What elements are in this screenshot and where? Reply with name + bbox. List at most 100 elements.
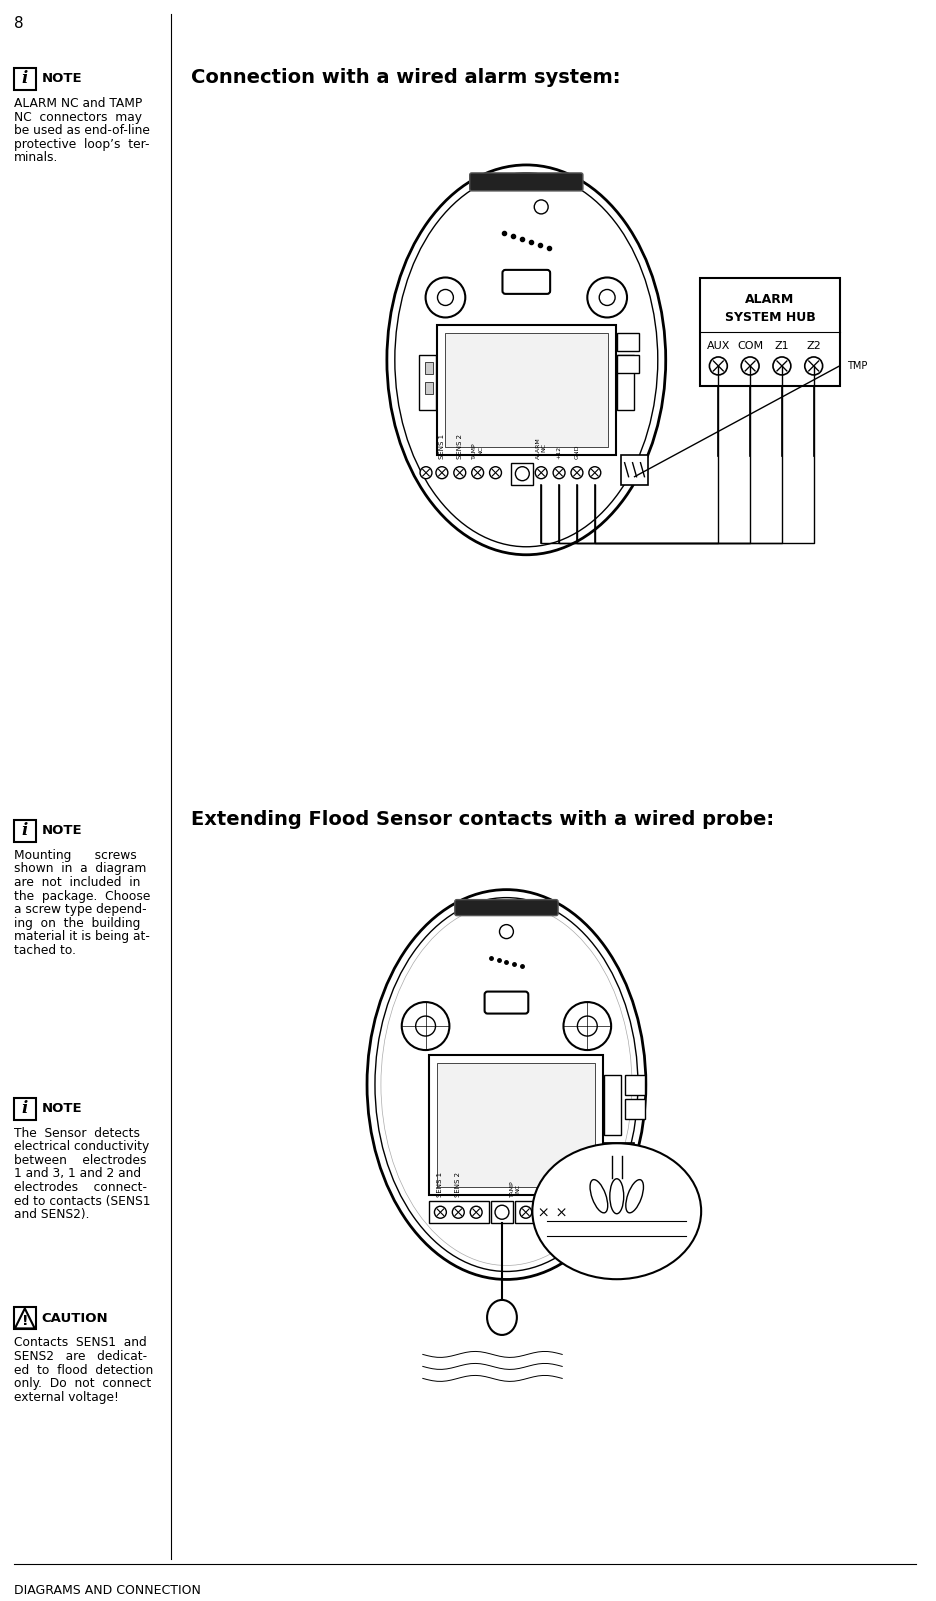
Text: NOTE: NOTE [42, 72, 82, 85]
FancyBboxPatch shape [455, 900, 558, 916]
Text: TMP: TMP [847, 360, 868, 371]
Ellipse shape [610, 1178, 623, 1214]
Text: ALARM: ALARM [745, 293, 795, 306]
Circle shape [534, 200, 548, 215]
Ellipse shape [367, 890, 646, 1279]
Ellipse shape [375, 898, 638, 1271]
Circle shape [420, 467, 432, 479]
Circle shape [436, 467, 447, 479]
Ellipse shape [387, 165, 665, 556]
Circle shape [709, 357, 727, 375]
Circle shape [535, 467, 548, 479]
Text: shown  in  a  diagram: shown in a diagram [14, 863, 146, 876]
Circle shape [490, 467, 502, 479]
Circle shape [805, 357, 823, 375]
FancyBboxPatch shape [617, 355, 634, 410]
Text: Contacts  SENS1  and: Contacts SENS1 and [14, 1337, 147, 1350]
Text: tached to.: tached to. [14, 945, 76, 957]
Text: Mounting      screws: Mounting screws [14, 849, 137, 861]
Circle shape [434, 1206, 446, 1218]
Text: a screw type depend-: a screw type depend- [14, 903, 147, 916]
Text: Extending Flood Sensor contacts with a wired probe:: Extending Flood Sensor contacts with a w… [191, 810, 774, 829]
Text: between    electrodes: between electrodes [14, 1154, 146, 1167]
FancyBboxPatch shape [437, 1063, 595, 1188]
Circle shape [589, 467, 601, 479]
Text: SYSTEM HUB: SYSTEM HUB [724, 312, 815, 325]
Circle shape [495, 1206, 509, 1220]
Circle shape [587, 277, 627, 317]
Text: minals.: minals. [14, 152, 58, 165]
FancyBboxPatch shape [14, 67, 36, 90]
Text: external voltage!: external voltage! [14, 1391, 119, 1404]
Circle shape [454, 467, 466, 479]
Text: 8: 8 [14, 16, 23, 30]
Text: +12: +12 [557, 445, 562, 459]
FancyBboxPatch shape [625, 1100, 645, 1119]
Text: be used as end-of-line: be used as end-of-line [14, 125, 150, 138]
FancyBboxPatch shape [419, 355, 436, 410]
Text: ALARM NC and TAMP: ALARM NC and TAMP [14, 98, 142, 110]
FancyBboxPatch shape [14, 1098, 36, 1119]
Text: Z1: Z1 [775, 341, 789, 351]
Text: COM: COM [737, 341, 763, 351]
Text: NOTE: NOTE [42, 825, 82, 837]
Text: the  package.  Choose: the package. Choose [14, 890, 151, 903]
Circle shape [426, 277, 465, 317]
Circle shape [578, 1017, 597, 1036]
Ellipse shape [533, 1143, 701, 1279]
Text: The  Sensor  detects: The Sensor detects [14, 1127, 139, 1140]
Text: CAUTION: CAUTION [42, 1311, 109, 1326]
FancyBboxPatch shape [430, 1055, 604, 1196]
Circle shape [599, 290, 615, 306]
Text: are  not  included  in: are not included in [14, 876, 140, 889]
Text: DIAGRAMS AND CONNECTION: DIAGRAMS AND CONNECTION [14, 1585, 201, 1598]
Text: SENS 1: SENS 1 [437, 1172, 444, 1198]
Text: TAMP
NC: TAMP NC [509, 1180, 520, 1198]
Ellipse shape [626, 1180, 643, 1214]
Circle shape [519, 1206, 532, 1218]
Text: SENS2   are   dedicat-: SENS2 are dedicat- [14, 1350, 147, 1362]
Ellipse shape [590, 1180, 607, 1214]
Text: NOTE: NOTE [42, 1101, 82, 1114]
Text: GND: GND [575, 443, 579, 459]
Circle shape [553, 467, 565, 479]
Text: only.  Do  not  connect: only. Do not connect [14, 1377, 151, 1390]
Circle shape [563, 1002, 611, 1050]
Text: i: i [22, 1100, 28, 1117]
Circle shape [516, 467, 529, 480]
FancyBboxPatch shape [511, 463, 534, 485]
FancyBboxPatch shape [14, 820, 36, 842]
Circle shape [773, 357, 791, 375]
FancyBboxPatch shape [515, 1201, 575, 1223]
FancyBboxPatch shape [430, 1201, 490, 1223]
Text: SENS 2: SENS 2 [457, 434, 462, 459]
FancyBboxPatch shape [491, 1201, 513, 1223]
Circle shape [416, 1017, 435, 1036]
Text: AUX: AUX [707, 341, 730, 351]
FancyBboxPatch shape [700, 279, 840, 386]
Text: i: i [22, 70, 28, 88]
FancyBboxPatch shape [625, 1076, 645, 1095]
Circle shape [571, 467, 583, 479]
Text: 1 and 3, 1 and 2 and: 1 and 3, 1 and 2 and [14, 1167, 141, 1180]
FancyBboxPatch shape [485, 991, 528, 1013]
Text: electrodes    connect-: electrodes connect- [14, 1182, 147, 1194]
FancyBboxPatch shape [617, 333, 638, 351]
Text: Connection with a wired alarm system:: Connection with a wired alarm system: [191, 67, 621, 86]
Text: and SENS2).: and SENS2). [14, 1209, 90, 1222]
Text: i: i [22, 823, 28, 839]
Text: ALARM
NC: ALARM NC [535, 437, 547, 459]
FancyBboxPatch shape [425, 362, 433, 373]
Circle shape [537, 1206, 549, 1218]
Circle shape [500, 925, 513, 938]
Circle shape [402, 1002, 449, 1050]
Circle shape [437, 290, 453, 306]
Circle shape [472, 467, 484, 479]
Ellipse shape [395, 173, 658, 548]
FancyBboxPatch shape [621, 455, 649, 485]
Text: Z2: Z2 [806, 341, 821, 351]
Circle shape [452, 1206, 464, 1218]
FancyBboxPatch shape [470, 173, 583, 191]
Text: TAMP
NC: TAMP NC [473, 442, 483, 459]
Text: material it is being at-: material it is being at- [14, 930, 150, 943]
